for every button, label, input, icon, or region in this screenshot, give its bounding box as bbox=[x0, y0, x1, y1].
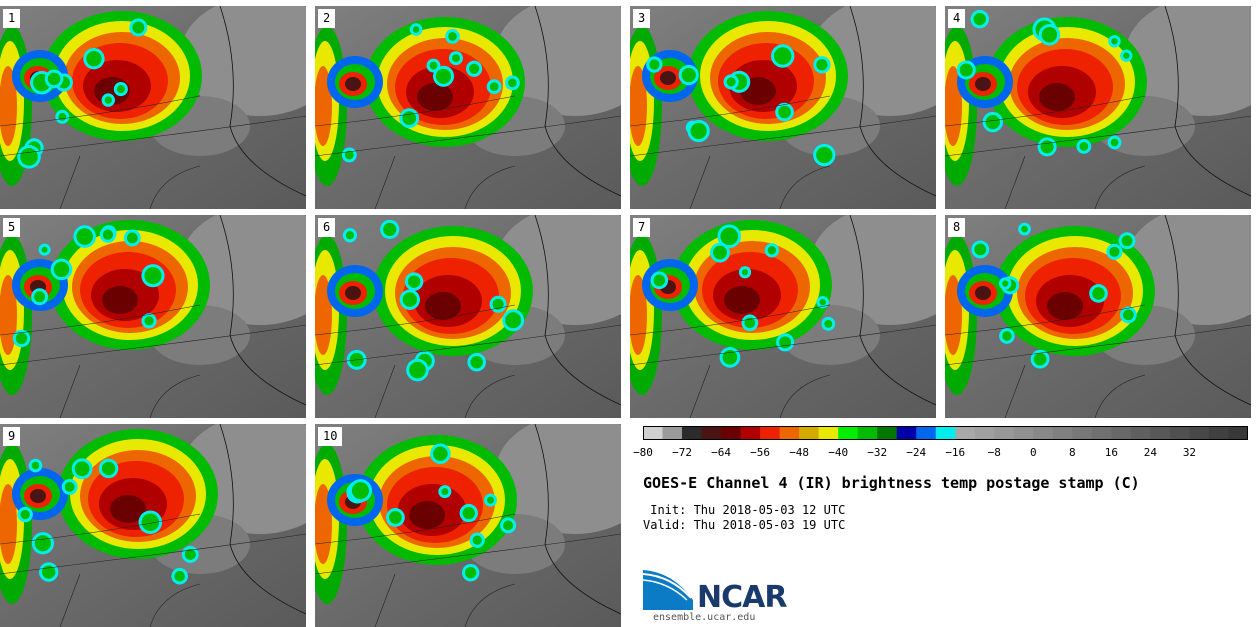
colorbar-tick-label: −16 bbox=[945, 446, 966, 459]
colorbar-swatch bbox=[916, 426, 937, 440]
valid-time: Valid: Thu 2018-05-03 19 UTC bbox=[643, 518, 846, 532]
colorbar-swatch bbox=[799, 426, 820, 440]
colorbar-swatch bbox=[935, 426, 956, 440]
colorbar bbox=[643, 426, 1248, 440]
ir-satellite-map bbox=[315, 424, 621, 627]
colorbar-swatch bbox=[1052, 426, 1073, 440]
postage-stamp-panel: 3 bbox=[630, 6, 936, 209]
colorbar-tick-label: −40 bbox=[828, 446, 849, 459]
colorbar-swatch bbox=[682, 426, 703, 440]
init-time: Init: Thu 2018-05-03 12 UTC bbox=[643, 503, 846, 517]
panel-number-label: 10 bbox=[318, 427, 343, 446]
colorbar-swatch bbox=[955, 426, 976, 440]
colorbar-swatch bbox=[877, 426, 898, 440]
colorbar-swatch bbox=[1111, 426, 1132, 440]
colorbar-swatch bbox=[838, 426, 859, 440]
colorbar-swatch bbox=[740, 426, 761, 440]
colorbar-tick-label: −64 bbox=[711, 446, 731, 459]
colorbar-swatch bbox=[818, 426, 839, 440]
ir-satellite-map bbox=[630, 215, 936, 418]
ir-satellite-map bbox=[945, 6, 1251, 209]
colorbar-tick-label: −80 bbox=[633, 446, 653, 459]
ensemble-url: ensemble.ucar.edu bbox=[653, 612, 756, 623]
colorbar-tick-label: 8 bbox=[1069, 446, 1076, 459]
colorbar-tick-label: −32 bbox=[867, 446, 888, 459]
plot-title: GOES-E Channel 4 (IR) brightness temp po… bbox=[643, 474, 1140, 492]
panel-number-label: 8 bbox=[948, 218, 966, 237]
panel-number-label: 9 bbox=[3, 427, 21, 446]
panel-number-label: 3 bbox=[633, 9, 651, 28]
postage-stamp-panel: 10 bbox=[315, 424, 621, 627]
colorbar-swatch bbox=[701, 426, 722, 440]
postage-stamp-panel: 9 bbox=[0, 424, 306, 627]
colorbar-tick-labels: −80 −72 −64 −56 −48 −40 −32 −24 −16 −8 0 8 16 24 32 bbox=[633, 446, 1260, 462]
colorbar-swatch bbox=[1091, 426, 1112, 440]
colorbar-tick-label: 32 bbox=[1182, 446, 1197, 459]
colorbar-swatch bbox=[1169, 426, 1190, 440]
colorbar-tick-label: −72 bbox=[672, 446, 692, 459]
colorbar-swatch bbox=[1072, 426, 1093, 440]
colorbar-swatch bbox=[643, 426, 664, 440]
colorbar-swatch bbox=[1208, 426, 1229, 440]
panel-number-label: 1 bbox=[3, 9, 21, 28]
colorbar-swatch bbox=[857, 426, 878, 440]
colorbar-swatch bbox=[1150, 426, 1171, 440]
colorbar-swatch bbox=[896, 426, 917, 440]
colorbar-swatch bbox=[1013, 426, 1034, 440]
postage-stamp-panel: 4 bbox=[945, 6, 1251, 209]
colorbar-swatch bbox=[662, 426, 683, 440]
colorbar-swatch bbox=[1189, 426, 1210, 440]
colorbar-swatch bbox=[974, 426, 995, 440]
colorbar-tick-label: −24 bbox=[906, 446, 927, 459]
ir-satellite-map bbox=[315, 215, 621, 418]
colorbar-tick-label: −56 bbox=[750, 446, 771, 459]
postage-stamp-panel: 5 bbox=[0, 215, 306, 418]
colorbar-tick-label: 24 bbox=[1143, 446, 1158, 459]
colorbar-swatch bbox=[779, 426, 800, 440]
colorbar-swatch bbox=[721, 426, 742, 440]
panel-number-label: 7 bbox=[633, 218, 651, 237]
ncar-logo-icon bbox=[643, 570, 693, 610]
ir-satellite-map bbox=[315, 6, 621, 209]
colorbar-tick-label: 16 bbox=[1104, 446, 1118, 459]
ir-satellite-map bbox=[0, 215, 306, 418]
ir-satellite-map bbox=[0, 6, 306, 209]
ncar-logo-text: NCAR bbox=[697, 580, 787, 615]
postage-stamp-panel: 7 bbox=[630, 215, 936, 418]
panel-number-label: 6 bbox=[318, 218, 336, 237]
colorbar-tick-label: 0 bbox=[1030, 446, 1037, 459]
ir-satellite-map bbox=[630, 6, 936, 209]
postage-stamp-panel: 2 bbox=[315, 6, 621, 209]
colorbar-tick-label: −48 bbox=[789, 446, 810, 459]
panel-number-label: 2 bbox=[318, 9, 336, 28]
colorbar-swatch bbox=[1033, 426, 1054, 440]
postage-stamp-panel: 8 bbox=[945, 215, 1251, 418]
ir-satellite-map bbox=[0, 424, 306, 627]
postage-stamp-panel: 1 bbox=[0, 6, 306, 209]
panel-number-label: 5 bbox=[3, 218, 21, 237]
colorbar-swatch bbox=[1130, 426, 1151, 440]
panel-number-label: 4 bbox=[948, 9, 966, 28]
colorbar-tick-label: −8 bbox=[987, 446, 1001, 459]
colorbar-swatch bbox=[994, 426, 1015, 440]
ir-satellite-map bbox=[945, 215, 1251, 418]
colorbar-swatch bbox=[1228, 426, 1248, 440]
postage-stamp-panel: 6 bbox=[315, 215, 621, 418]
colorbar-swatch bbox=[760, 426, 781, 440]
